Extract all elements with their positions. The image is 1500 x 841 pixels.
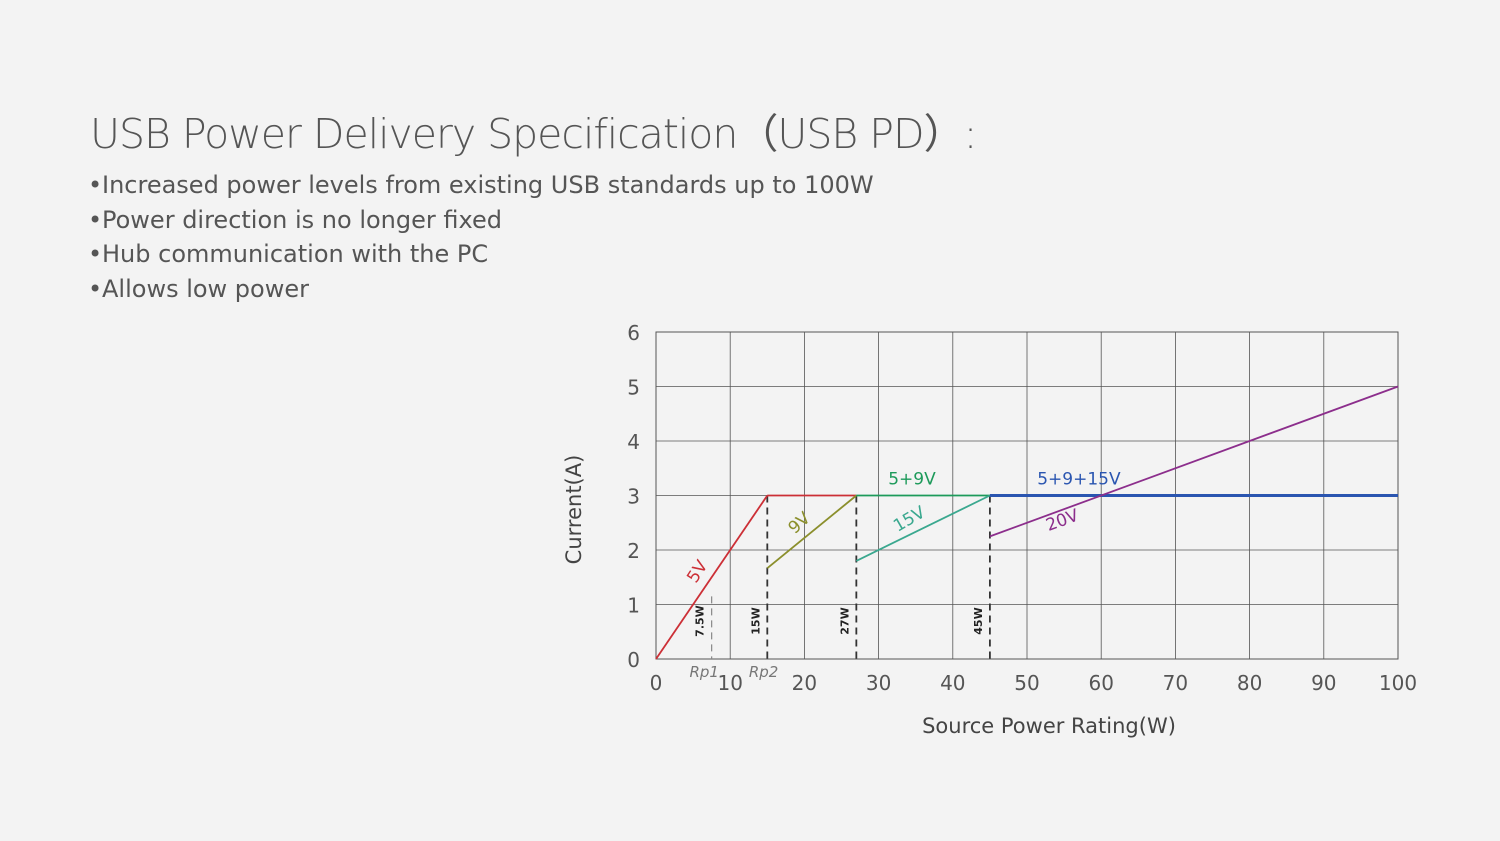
list-item-text: Hub communication with the PC xyxy=(102,240,489,268)
power-marker-label: 45W xyxy=(972,607,985,634)
x-tick-label: 30 xyxy=(866,671,891,695)
power-marker-label: 7.5W xyxy=(694,605,707,637)
y-tick-label: 1 xyxy=(627,594,640,618)
y-axis-label: Current(A) xyxy=(562,455,586,565)
list-item-text: Increased power levels from existing USB… xyxy=(102,171,874,199)
series-line xyxy=(855,494,991,562)
series-line xyxy=(655,494,769,660)
list-item: •Increased power levels from existing US… xyxy=(88,168,874,203)
x-tick-label: 10 xyxy=(717,671,742,695)
x-tick-label: 20 xyxy=(792,671,817,695)
list-item-text: Power direction is no longer fixed xyxy=(102,205,502,234)
x-axis-label: Source Power Rating(W) xyxy=(922,714,1176,738)
y-tick-label: 4 xyxy=(627,430,640,454)
x-tick-label: 60 xyxy=(1088,671,1113,695)
list-item: •Power direction is no longer fixed xyxy=(88,203,874,238)
x-tick-label: 100 xyxy=(1379,671,1417,695)
series-line xyxy=(989,385,1399,538)
x-tick-label: 80 xyxy=(1237,671,1262,695)
x-tick-label: 40 xyxy=(940,671,965,695)
power-marker-label: 27W xyxy=(838,607,851,634)
series-label: 5+9V xyxy=(888,470,936,490)
x-tick-label: 0 xyxy=(650,671,663,695)
series-line xyxy=(766,494,857,569)
bullet-icon: • xyxy=(88,205,103,234)
feature-list: •Increased power levels from existing US… xyxy=(88,168,874,306)
list-item-text: Allows low power xyxy=(102,274,309,303)
list-item: •Allows low power xyxy=(88,272,874,307)
y-tick-label: 5 xyxy=(627,376,640,400)
y-tick-label: 6 xyxy=(627,321,640,345)
power-marker-label: 15W xyxy=(749,607,762,634)
rp-annotation: Rp1 xyxy=(689,663,719,681)
y-tick-label: 2 xyxy=(627,539,640,563)
list-item: •Hub communication with the PC xyxy=(88,237,874,272)
series-label: 5+9+15V xyxy=(1037,470,1121,490)
bullet-icon: • xyxy=(88,274,103,303)
x-tick-label: 50 xyxy=(1014,671,1039,695)
y-tick-label: 3 xyxy=(627,485,640,509)
bullet-icon: • xyxy=(88,171,103,199)
bullet-icon: • xyxy=(88,240,103,268)
page-title: USB Power Delivery Specification（USB PD）… xyxy=(90,110,977,158)
series-label: 15V xyxy=(890,502,929,536)
rp-annotation: Rp2 xyxy=(749,663,779,681)
y-tick-label: 0 xyxy=(627,648,640,672)
series-label: 20V xyxy=(1043,506,1081,536)
x-tick-label: 90 xyxy=(1311,671,1336,695)
x-tick-label: 70 xyxy=(1163,671,1188,695)
